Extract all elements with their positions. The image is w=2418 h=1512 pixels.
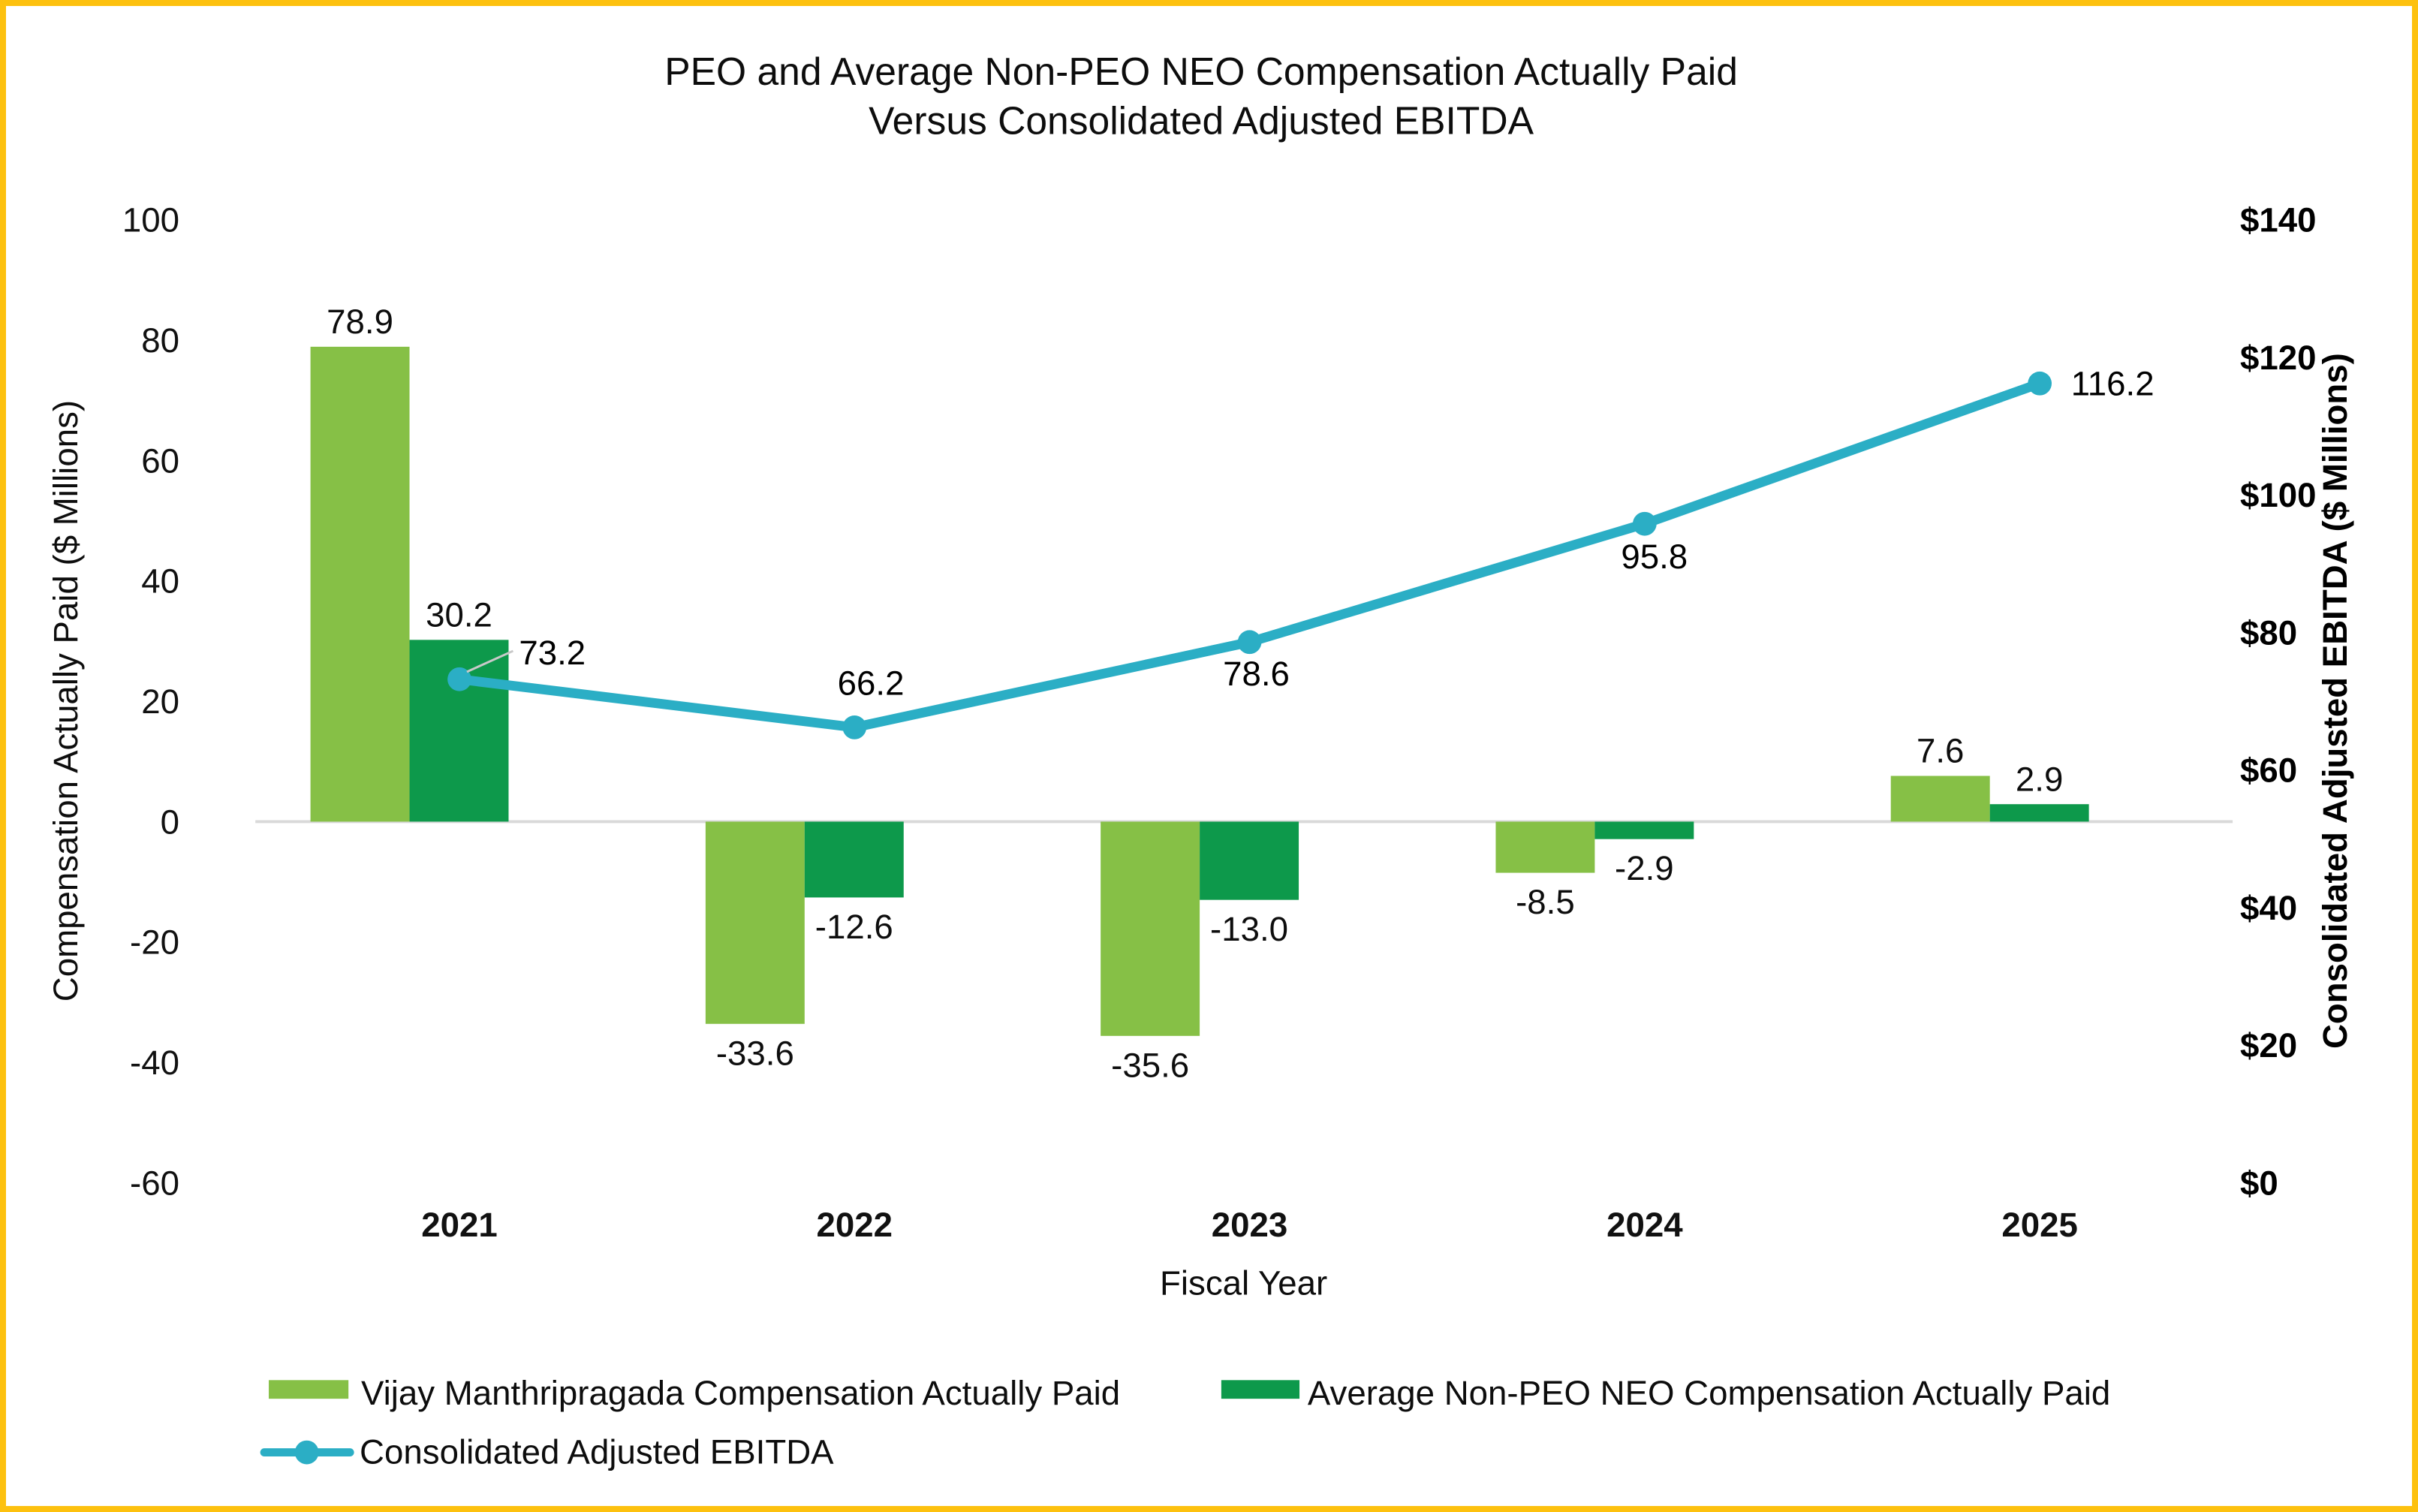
bar-label-series1-2025: 7.6: [1917, 732, 1964, 770]
bar-series1-2023: [1101, 821, 1200, 1036]
bar-label-series2-2021: 30.2: [426, 595, 492, 634]
bar-label-series2-2024: -2.9: [1615, 849, 1674, 887]
x-tick-2021: 2021: [421, 1206, 498, 1244]
bar-label-series1-2024: -8.5: [1516, 883, 1575, 921]
legend-label-peo: Vijay Manthripragada Compensation Actual…: [361, 1374, 1120, 1412]
bar-label-series2-2023: -13.0: [1210, 910, 1288, 948]
bar-label-series1-2021: 78.9: [327, 303, 393, 341]
bar-series2-2022: [804, 821, 904, 898]
right-axis-tick: $140: [2240, 201, 2317, 239]
bar-series1-2024: [1495, 821, 1595, 873]
right-axis-tick: $40: [2240, 889, 2297, 927]
bar-series1-2021: [310, 346, 410, 822]
left-axis-tick: 0: [161, 803, 179, 841]
left-axis-tick: -40: [130, 1044, 179, 1082]
bar-label-series2-2025: 2.9: [2016, 760, 2063, 798]
bar-series1-2022: [705, 821, 805, 1024]
bar-label-series1-2023: -35.6: [1111, 1046, 1189, 1084]
ebitda-marker-2023: [1237, 630, 1262, 655]
ebitda-marker-2022: [842, 715, 867, 739]
left-axis-tick: -20: [130, 923, 179, 962]
right-axis-tick: $120: [2240, 339, 2317, 377]
bar-series2-2023: [1200, 821, 1299, 900]
left-axis-tick: 20: [141, 682, 179, 721]
x-tick-2023: 2023: [1212, 1206, 1288, 1244]
ebitda-marker-2024: [1632, 511, 1657, 536]
ebitda-label-2025: 116.2: [2071, 365, 2155, 403]
left-axis-title: Compensation Actually Paid ($ Millions): [47, 400, 85, 1001]
plot-area: 100 80 60 40 20 0 -20 -40 -60 $140 $120 $100 $80 $60 $…: [122, 201, 2317, 1244]
x-tick-2022: 2022: [817, 1206, 893, 1244]
ebitda-marker-2025: [2028, 371, 2052, 396]
bar-label-series1-2022: -33.6: [716, 1034, 794, 1072]
legend: Vijay Manthripragada Compensation Actual…: [260, 1374, 2110, 1471]
bar-series1-2025: [1890, 776, 1990, 822]
label-leader-line: [466, 649, 514, 673]
ebitda-marker-2021: [447, 667, 471, 691]
ebitda-label-2023: 78.6: [1223, 655, 1290, 693]
legend-swatch-peo: [269, 1380, 349, 1399]
bar-series2-2025: [1989, 804, 2089, 822]
right-axis-tick: $20: [2240, 1026, 2297, 1065]
ebitda-label-2021: 73.2: [519, 634, 586, 672]
legend-label-ebitda: Consolidated Adjusted EBITDA: [360, 1432, 834, 1471]
bar-series2-2021: [409, 640, 509, 822]
bar-series2-2024: [1594, 821, 1694, 839]
left-axis-tick: 80: [141, 321, 179, 360]
x-tick-2024: 2024: [1606, 1206, 1683, 1244]
left-axis-tick: 60: [141, 441, 179, 480]
left-axis-tick: -60: [130, 1164, 179, 1202]
right-axis-tick: $100: [2240, 476, 2317, 514]
ebitda-label-2024: 95.8: [1621, 538, 1688, 576]
ebitda-label-2022: 66.2: [838, 664, 905, 702]
right-axis-title: Consolidated Adjusted EBITDA ($ Millions…: [2316, 353, 2354, 1049]
chart-title-line1: PEO and Average Non-PEO NEO Compensation…: [664, 50, 1738, 93]
right-axis-tick: $0: [2240, 1164, 2278, 1202]
right-axis-tick: $60: [2240, 751, 2297, 790]
legend-label-neo: Average Non-PEO NEO Compensation Actuall…: [1308, 1374, 2110, 1412]
left-axis-tick: 40: [141, 562, 179, 601]
combo-chart: PEO and Average Non-PEO NEO Compensation…: [47, 50, 2354, 1471]
legend-line-dot: [294, 1440, 319, 1465]
x-tick-2025: 2025: [2001, 1206, 2078, 1244]
right-axis-tick: $80: [2240, 613, 2297, 652]
chart-title-line2: Versus Consolidated Adjusted EBITDA: [869, 99, 1534, 143]
bar-label-series2-2022: -12.6: [815, 908, 893, 946]
left-axis-tick: 100: [122, 201, 179, 239]
x-axis-title: Fiscal Year: [1160, 1264, 1327, 1302]
legend-swatch-neo: [1221, 1380, 1300, 1399]
